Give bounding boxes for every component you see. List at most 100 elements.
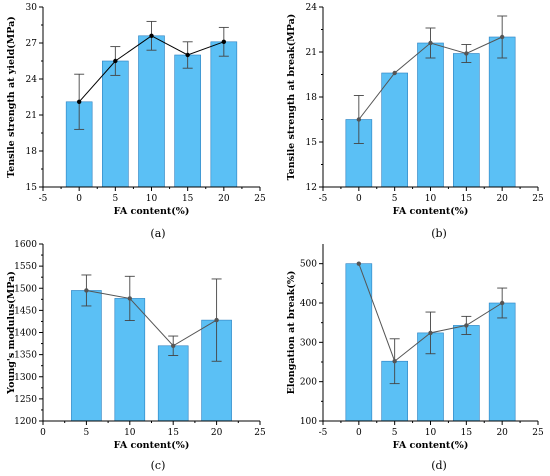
data-point bbox=[149, 33, 154, 38]
y-tick-label: 27 bbox=[26, 39, 38, 49]
x-tick-label: 20 bbox=[496, 428, 508, 438]
data-point bbox=[499, 300, 505, 306]
chart-panel-3: 0 5 10 15 20 25 1200 1250 1300 1350 1400 1450 1500 15… bbox=[6, 240, 266, 472]
bar bbox=[381, 72, 408, 188]
chart-panel-1: -5 0 5 10 15 20 25 15 18 21 24 27 30 FA content(%) Ten… bbox=[6, 3, 266, 240]
data-point bbox=[84, 288, 89, 293]
x-axis-label: FA content(%) bbox=[393, 206, 469, 217]
x-tick-label: 0 bbox=[40, 428, 46, 438]
x-tick-label: 20 bbox=[218, 194, 230, 204]
x-axis-label: FA content(%) bbox=[114, 440, 190, 451]
x-tick-label: 15 bbox=[167, 428, 179, 438]
x-tick-label: 10 bbox=[425, 428, 437, 438]
x-tick-label: 10 bbox=[146, 194, 158, 204]
y-axis-label: Young's modulus(MPa) bbox=[6, 271, 17, 395]
y-tick-label: 15 bbox=[306, 138, 318, 148]
y-tick-label: 1200 bbox=[14, 417, 37, 427]
y-axis-label: Tensile strength at break(MPa) bbox=[286, 14, 297, 181]
bar bbox=[453, 53, 480, 188]
data-point bbox=[113, 58, 118, 64]
data-point bbox=[185, 52, 190, 58]
chart-panel-2: -5 0 5 10 15 20 25 12 15 18 21 24 FA content(%) Tensi… bbox=[286, 3, 544, 240]
y-tick-label: 18 bbox=[26, 147, 38, 157]
y-tick-label: 500 bbox=[300, 260, 317, 270]
y-axis-label: Tensile strength at yield(MPa) bbox=[6, 16, 17, 178]
y-tick-label: 1250 bbox=[14, 395, 37, 405]
x-tick-label: 5 bbox=[392, 428, 398, 438]
data-point bbox=[428, 330, 433, 336]
trend-line bbox=[86, 289, 217, 347]
x-tick-label: 25 bbox=[254, 428, 266, 438]
data-point bbox=[499, 34, 505, 40]
x-tick-label: 10 bbox=[124, 428, 136, 438]
bar bbox=[71, 290, 102, 422]
x-tick-label: 20 bbox=[496, 194, 508, 204]
x-axis-label: FA content(%) bbox=[114, 206, 190, 217]
data-point bbox=[356, 117, 362, 122]
y-tick-label: 200 bbox=[300, 378, 317, 388]
y-tick-label: 12 bbox=[306, 183, 317, 193]
y-tick-label: 24 bbox=[306, 3, 318, 13]
y-tick-label: 1400 bbox=[14, 329, 37, 339]
x-axis-label: FA content(%) bbox=[393, 440, 469, 451]
x-tick-label: 0 bbox=[356, 428, 362, 438]
x-tick-label: 15 bbox=[182, 194, 194, 204]
x-tick-label: -5 bbox=[319, 428, 328, 438]
y-tick-label: 21 bbox=[26, 111, 37, 121]
bar bbox=[417, 42, 444, 188]
x-tick-label: 25 bbox=[254, 194, 266, 204]
y-tick-label: 18 bbox=[306, 93, 318, 103]
y-tick-label: 21 bbox=[306, 48, 317, 58]
chart-panel-4: -5 0 5 10 15 20 25 100 200 300 400 500 FA content(%)… bbox=[286, 244, 544, 472]
x-tick-label: 0 bbox=[356, 194, 362, 204]
y-tick-label: 24 bbox=[26, 75, 38, 85]
x-tick-label: -5 bbox=[319, 194, 328, 204]
bar bbox=[488, 36, 516, 188]
x-tick-label: 5 bbox=[392, 194, 398, 204]
data-point bbox=[214, 317, 219, 323]
y-axis-label: Elongation at break(%) bbox=[286, 271, 297, 395]
y-tick-label: 100 bbox=[300, 417, 317, 427]
data-point bbox=[464, 51, 469, 56]
x-tick-label: 5 bbox=[112, 194, 118, 204]
y-tick-label: 1600 bbox=[14, 240, 37, 250]
y-tick-label: 15 bbox=[26, 183, 38, 193]
data-point bbox=[171, 343, 176, 348]
y-tick-label: 1550 bbox=[14, 262, 37, 272]
x-tick-label: -5 bbox=[39, 194, 48, 204]
y-tick-label: 1350 bbox=[14, 351, 37, 361]
y-tick-label: 30 bbox=[26, 3, 38, 13]
bar bbox=[102, 60, 129, 188]
x-tick-label: 20 bbox=[211, 428, 223, 438]
bar bbox=[210, 41, 238, 188]
x-tick-label: 15 bbox=[461, 428, 473, 438]
x-tick-label: 0 bbox=[76, 194, 82, 204]
data-point bbox=[392, 359, 397, 364]
bar bbox=[174, 54, 201, 188]
x-tick-label: 25 bbox=[532, 428, 544, 438]
bar bbox=[453, 325, 480, 422]
x-tick-label: 10 bbox=[425, 194, 437, 204]
panel-caption: (c) bbox=[151, 459, 166, 472]
panel-caption: (b) bbox=[431, 227, 447, 240]
data-point bbox=[428, 40, 433, 46]
data-point bbox=[221, 39, 227, 44]
x-tick-label: 5 bbox=[84, 428, 90, 438]
data-point bbox=[76, 99, 82, 105]
panel-caption: (a) bbox=[150, 227, 165, 240]
data-point bbox=[392, 70, 397, 76]
x-tick-label: 25 bbox=[532, 194, 544, 204]
y-tick-label: 400 bbox=[300, 299, 317, 309]
data-point bbox=[127, 296, 132, 301]
bar bbox=[138, 35, 165, 188]
bar bbox=[157, 345, 189, 422]
panel-caption: (d) bbox=[431, 459, 447, 472]
y-tick-label: 1500 bbox=[14, 284, 37, 294]
y-tick-label: 1300 bbox=[14, 373, 37, 383]
y-tick-label: 1450 bbox=[14, 306, 37, 316]
data-point bbox=[464, 323, 469, 328]
bar bbox=[488, 302, 516, 422]
data-point bbox=[356, 261, 362, 266]
y-tick-label: 300 bbox=[300, 338, 317, 348]
